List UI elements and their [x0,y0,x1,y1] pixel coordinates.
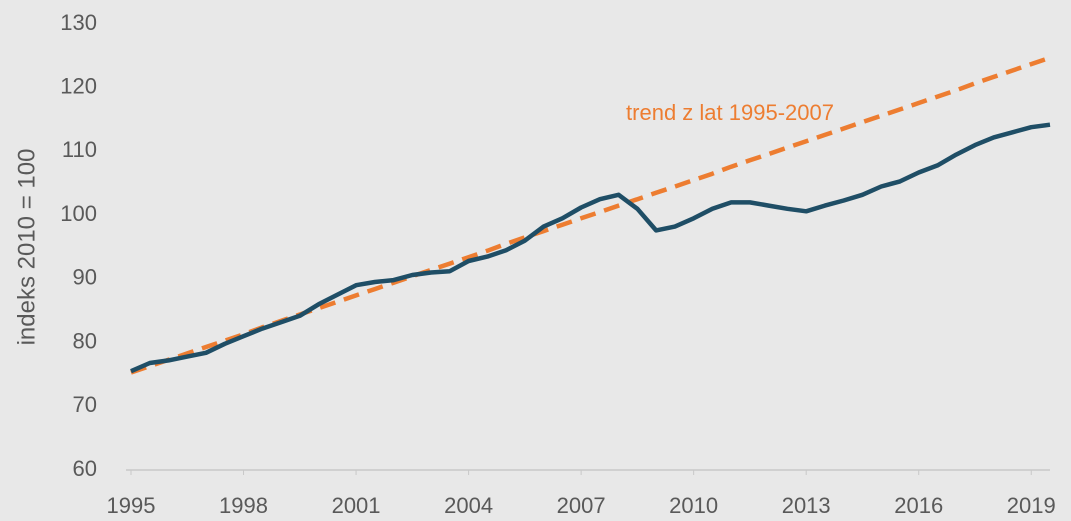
y-tick-label: 120 [60,74,97,99]
x-tick-label: 1998 [219,493,268,518]
x-tick-label: 2007 [557,493,606,518]
y-tick-label: 130 [60,10,97,35]
y-tick-label: 60 [73,456,97,481]
x-tick-label: 2013 [782,493,831,518]
annotation: trend z lat 1995-2007 [626,100,834,125]
y-tick-label: 70 [73,392,97,417]
y-tick-label: 100 [60,201,97,226]
x-tick-label: 2019 [1007,493,1056,518]
x-tick-label: 2001 [332,493,381,518]
y-tick-label: 80 [73,328,97,353]
x-tick-label: 2010 [669,493,718,518]
x-tick-label: 1995 [107,493,156,518]
y-tick-label: 110 [62,137,97,162]
x-tick-label: 2016 [894,493,943,518]
series-line [130,122,1051,374]
x-tick-label: 2004 [444,493,493,518]
y-tick-label: 90 [73,265,97,290]
y-axis-label: indeks 2010 = 100 [13,149,40,346]
